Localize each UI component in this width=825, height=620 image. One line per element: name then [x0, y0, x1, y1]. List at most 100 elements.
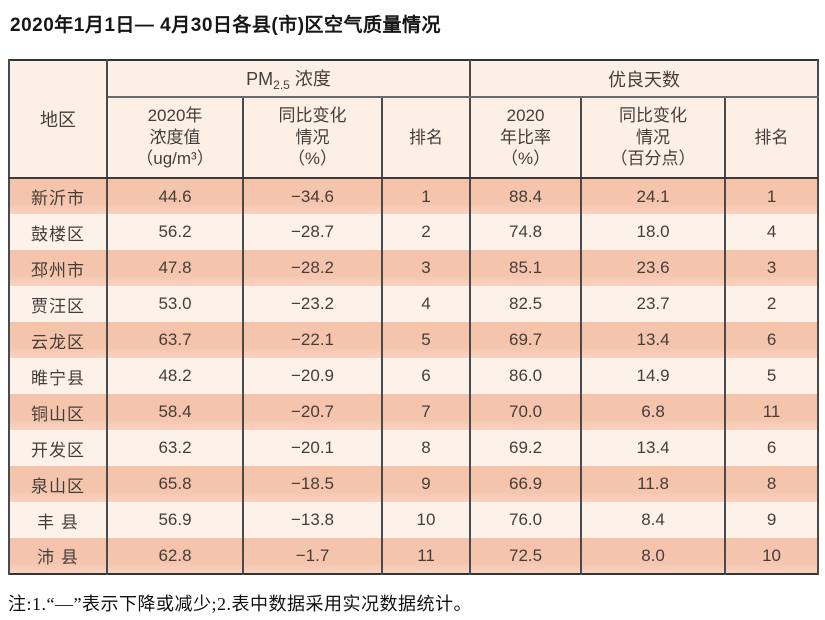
table-row: 鼓楼区 56.2 −28.7 2 74.8 18.0 4	[8, 214, 820, 250]
pm-value-cell: 63.2	[106, 430, 244, 466]
pm-rank-cell: 4	[380, 286, 472, 322]
good-ratio-cell: 74.8	[469, 214, 583, 250]
pm-change-cell: −22.1	[242, 322, 383, 358]
pm-change-cell: −20.1	[242, 430, 383, 466]
pm-rank-cell: 11	[380, 538, 472, 574]
table-row: 泉山区 65.8 −18.5 9 66.9 11.8 8	[8, 466, 820, 502]
good-ratio-cell: 69.7	[469, 322, 583, 358]
good-rank-cell: 6	[724, 322, 820, 358]
region-cell: 沛 县	[8, 538, 108, 574]
pm-value-cell: 56.9	[106, 502, 244, 538]
good-change-cell: 24.1	[580, 178, 727, 214]
pm-value-cell: 44.6	[106, 178, 244, 214]
good-ratio-cell: 82.5	[469, 286, 583, 322]
page-title: 2020年1月1日— 4月30日各县(市)区空气质量情况	[10, 15, 442, 36]
table-row: 睢宁县 48.2 −20.9 6 86.0 14.9 5	[8, 358, 820, 394]
good-rank-cell: 1	[724, 178, 820, 214]
pm-rank-cell: 2	[380, 214, 472, 250]
pm-value-cell: 56.2	[106, 214, 244, 250]
region-cell: 铜山区	[8, 394, 108, 430]
region-cell: 丰 县	[8, 502, 108, 538]
table-header: 地区 PM2.5 浓度 优良天数 2020年 浓度值 （ug/m³） 同比变化 …	[8, 60, 820, 179]
col-header-pm-change: 同比变化 情况 （%）	[242, 97, 383, 179]
pm25-label-suffix: 浓度	[289, 69, 331, 89]
col-header-good-change: 同比变化 情况 （百分点）	[580, 97, 727, 179]
pm-change-cell: −20.9	[242, 358, 383, 394]
good-change-cell: 13.4	[580, 430, 727, 466]
good-change-cell: 23.6	[580, 250, 727, 286]
region-cell: 邳州市	[8, 250, 108, 286]
pm-rank-cell: 6	[380, 358, 472, 394]
good-rank-cell: 10	[724, 538, 820, 574]
pm-value-cell: 58.4	[106, 394, 244, 430]
pm-rank-cell: 3	[380, 250, 472, 286]
table-body: 新沂市 44.6 −34.6 1 88.4 24.1 1 鼓楼区 56.2 −2…	[8, 178, 820, 574]
pm-change-cell: −18.5	[242, 466, 383, 502]
good-rank-cell: 5	[724, 358, 820, 394]
good-rank-cell: 11	[724, 394, 820, 430]
good-change-cell: 23.7	[580, 286, 727, 322]
good-change-cell: 18.0	[580, 214, 727, 250]
good-ratio-cell: 88.4	[469, 178, 583, 214]
pm25-label-prefix: PM	[246, 69, 274, 89]
footnote: 注:1.“—”表示下降或减少;2.表中数据采用实况数据统计。	[8, 594, 472, 614]
good-change-cell: 14.9	[580, 358, 727, 394]
pm-value-cell: 62.8	[106, 538, 244, 574]
region-cell: 开发区	[8, 430, 108, 466]
col-header-region: 地区	[8, 60, 108, 179]
good-ratio-cell: 86.0	[469, 358, 583, 394]
table-row: 云龙区 63.7 −22.1 5 69.7 13.4 6	[8, 322, 820, 358]
pm-value-cell: 65.8	[106, 466, 244, 502]
table-row: 丰 县 56.9 −13.8 10 76.0 8.4 9	[8, 502, 820, 538]
good-change-cell: 11.8	[580, 466, 727, 502]
region-cell: 贾汪区	[8, 286, 108, 322]
good-rank-cell: 6	[724, 430, 820, 466]
pm-value-cell: 48.2	[106, 358, 244, 394]
good-rank-cell: 4	[724, 214, 820, 250]
good-rank-cell: 2	[724, 286, 820, 322]
pm-change-cell: −13.8	[242, 502, 383, 538]
pm-rank-cell: 10	[380, 502, 472, 538]
col-group-good-days: 优良天数	[469, 60, 820, 98]
pm-rank-cell: 5	[380, 322, 472, 358]
pm-rank-cell: 7	[380, 394, 472, 430]
table-row: 开发区 63.2 −20.1 8 69.2 13.4 6	[8, 430, 820, 466]
good-ratio-cell: 72.5	[469, 538, 583, 574]
good-change-cell: 6.8	[580, 394, 727, 430]
good-rank-cell: 9	[724, 502, 820, 538]
pm-rank-cell: 8	[380, 430, 472, 466]
good-change-cell: 8.4	[580, 502, 727, 538]
pm-change-cell: −20.7	[242, 394, 383, 430]
pm25-label-subscript: 2.5	[273, 78, 290, 92]
good-change-cell: 8.0	[580, 538, 727, 574]
table-row: 铜山区 58.4 −20.7 7 70.0 6.8 11	[8, 394, 820, 430]
region-cell: 鼓楼区	[8, 214, 108, 250]
region-cell: 泉山区	[8, 466, 108, 502]
good-ratio-cell: 66.9	[469, 466, 583, 502]
good-change-cell: 13.4	[580, 322, 727, 358]
col-header-good-rank: 排名	[724, 97, 820, 179]
col-group-pm25: PM2.5 浓度	[105, 60, 472, 98]
region-cell: 云龙区	[8, 322, 108, 358]
pm-change-cell: −28.2	[242, 250, 383, 286]
col-header-pm-value: 2020年 浓度值 （ug/m³）	[106, 97, 244, 179]
table-row: 新沂市 44.6 −34.6 1 88.4 24.1 1	[8, 178, 820, 214]
pm-rank-cell: 9	[380, 466, 472, 502]
good-ratio-cell: 69.2	[469, 430, 583, 466]
air-quality-table: 地区 PM2.5 浓度 优良天数 2020年 浓度值 （ug/m³） 同比变化 …	[8, 59, 820, 575]
pm-value-cell: 53.0	[106, 286, 244, 322]
good-ratio-cell: 70.0	[469, 394, 583, 430]
good-ratio-cell: 76.0	[469, 502, 583, 538]
pm-rank-cell: 1	[380, 178, 472, 214]
col-header-good-ratio: 2020 年比率 （%）	[469, 97, 583, 179]
col-header-pm-rank: 排名	[380, 97, 472, 179]
pm-change-cell: −28.7	[242, 214, 383, 250]
region-cell: 睢宁县	[8, 358, 108, 394]
good-rank-cell: 3	[724, 250, 820, 286]
table-row: 贾汪区 53.0 −23.2 4 82.5 23.7 2	[8, 286, 820, 322]
pm-change-cell: −1.7	[242, 538, 383, 574]
pm-change-cell: −34.6	[242, 178, 383, 214]
table-row: 邳州市 47.8 −28.2 3 85.1 23.6 3	[8, 250, 820, 286]
pm-change-cell: −23.2	[242, 286, 383, 322]
